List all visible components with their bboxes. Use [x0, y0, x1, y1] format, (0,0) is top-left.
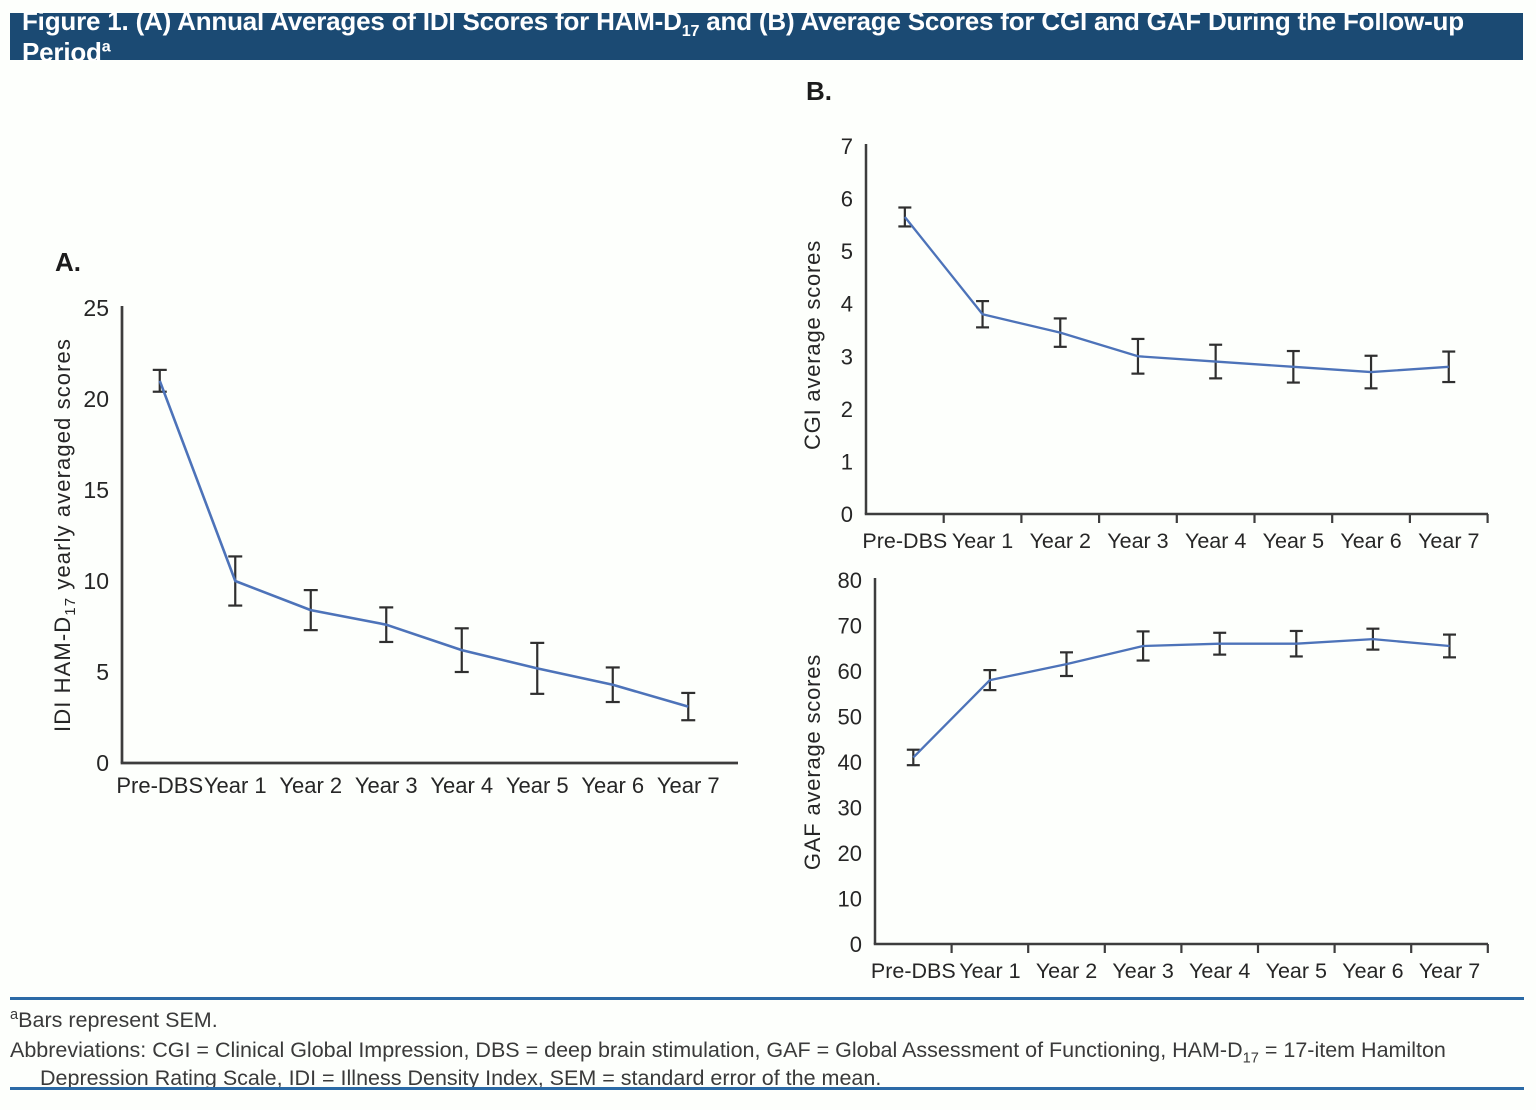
- y-tick-label: 2: [841, 397, 853, 422]
- x-category-label: Year 3: [355, 773, 418, 798]
- y-tick-label: 10: [83, 568, 109, 594]
- y-tick-label: 15: [83, 477, 109, 503]
- x-category-label: Year 5: [1266, 959, 1327, 983]
- y-tick-label: 25: [83, 295, 109, 321]
- x-category-label: Year 5: [506, 773, 569, 798]
- footnote-abbreviations-line2: Depression Rating Scale, IDI = Illness D…: [40, 1066, 882, 1090]
- figure-title: Figure 1. (A) Annual Averages of IDI Sco…: [22, 5, 1464, 67]
- footnote-top-rule: [10, 997, 1524, 1000]
- y-tick-label: 0: [96, 750, 109, 776]
- y-tick-label: 3: [841, 344, 853, 369]
- x-category-label: Year 7: [1418, 529, 1479, 553]
- y-tick-label: 7: [841, 134, 853, 159]
- y-axis-label: GAF average scores: [800, 654, 825, 870]
- x-category-label: Year 3: [1112, 959, 1173, 983]
- y-tick-label: 5: [96, 659, 109, 685]
- y-tick-label: 70: [838, 614, 862, 639]
- x-category-label: Year 7: [1419, 959, 1480, 983]
- y-tick-label: 40: [838, 750, 862, 775]
- error-bar: [906, 748, 920, 767]
- y-tick-label: 5: [841, 239, 853, 264]
- y-tick-label: 20: [838, 841, 862, 866]
- y-tick-label: 50: [838, 705, 862, 730]
- footnote-abbreviations-line1: Abbreviations: CGI = Clinical Global Imp…: [10, 1038, 1446, 1067]
- idi-hamd-line-chart: 0 5 10 15 20 25 Pre-DBS Year 1 Year 2 Year 3 Year …: [50, 295, 738, 798]
- footnote-subscript: 17: [1242, 1050, 1259, 1067]
- x-category-label: Pre-DBS: [862, 529, 947, 553]
- error-bar: [681, 691, 696, 722]
- panel-b-label: B.: [806, 76, 832, 106]
- x-category-label: Year 2: [1030, 529, 1091, 553]
- x-category-label: Year 4: [1185, 529, 1246, 553]
- footnote-sem-note: aBars represent SEM.: [10, 1006, 218, 1032]
- x-category-label: Year 2: [1036, 959, 1097, 983]
- footnote-superscript: a: [10, 1006, 19, 1023]
- y-tick-label: 1: [841, 449, 853, 474]
- series-line: [903, 216, 1449, 374]
- y-tick-label: 80: [838, 568, 862, 593]
- x-category-label: Year 1: [952, 529, 1013, 553]
- x-category-label: Year 2: [279, 773, 342, 798]
- y-axis-label: CGI average scores: [800, 240, 825, 450]
- x-category-label: Year 4: [1189, 959, 1250, 983]
- y-axis-label: IDI HAM-D17 yearly averaged scores: [50, 338, 79, 732]
- error-bar: [898, 206, 912, 228]
- y-tick-label: 0: [841, 502, 853, 527]
- x-category-label: Pre-DBS: [116, 773, 203, 798]
- y-tick-label: 20: [83, 386, 109, 412]
- gaf-line-chart: 0 10 20 30 40 50 60 70 80 Pre-DBS Year 1 Year 2 Year…: [800, 568, 1489, 983]
- x-category-label: Year 1: [204, 773, 267, 798]
- y-tick-label: 60: [838, 659, 862, 684]
- x-category-label: Year 1: [959, 959, 1020, 983]
- y-tick-label: 6: [841, 187, 853, 212]
- cgi-line-chart: 0 1 2 3 4 5 6 7 Pre-DBS Year 1 Year 2 Year 3 Year 4 Y…: [800, 134, 1489, 553]
- panel-a-label: A.: [55, 247, 81, 277]
- x-category-label: Year 6: [1340, 529, 1401, 553]
- x-category-label: Year 7: [657, 773, 720, 798]
- figure-title-bar: Figure 1. (A) Annual Averages of IDI Sco…: [10, 6, 1523, 67]
- y-tick-label: 0: [850, 932, 862, 957]
- y-tick-label: 4: [841, 292, 853, 317]
- series-line: [158, 380, 689, 708]
- x-category-label: Year 6: [581, 773, 644, 798]
- x-category-label: Year 6: [1342, 959, 1403, 983]
- x-category-label: Pre-DBS: [871, 959, 956, 983]
- series-line: [912, 638, 1450, 759]
- title-subscript: 17: [681, 21, 700, 40]
- error-bar: [152, 368, 167, 393]
- x-category-label: Year 4: [430, 773, 493, 798]
- x-category-label: Year 5: [1263, 529, 1324, 553]
- y-tick-label: 30: [838, 796, 862, 821]
- y-tick-label: 10: [838, 887, 862, 912]
- x-category-label: Year 3: [1107, 529, 1168, 553]
- title-superscript: a: [101, 36, 111, 55]
- bottom-rule: [10, 1087, 1524, 1090]
